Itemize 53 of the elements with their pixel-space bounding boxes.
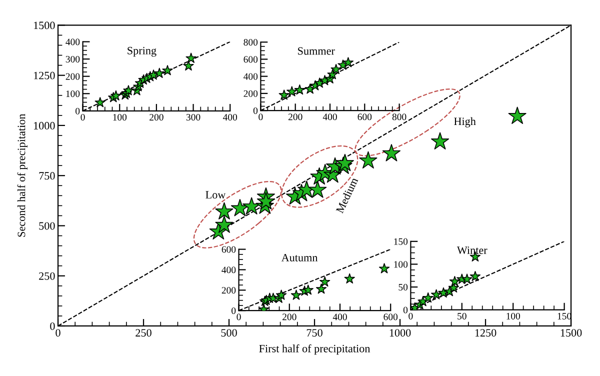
x-tick-label: 200: [282, 314, 296, 320]
x-tick-label: 0: [56, 329, 60, 337]
y-tick-label: 1500: [34, 22, 55, 30]
x-tick-label: 100: [113, 114, 127, 121]
y-tick-label: 600: [222, 246, 236, 253]
y-tick-label: 400: [222, 266, 236, 274]
y-tick-label: 400: [244, 73, 258, 80]
y-tick-label: 100: [66, 90, 80, 98]
chart-title: Spring: [128, 46, 156, 57]
y-tick-label: 800: [244, 39, 258, 46]
x-tick-label: 50: [458, 312, 466, 320]
x-tick-label: 1500: [560, 329, 582, 337]
x-tick-label: 600: [384, 314, 398, 320]
x-tick-label: 200: [150, 114, 164, 121]
x-tick-label: 200: [288, 114, 302, 120]
y-tick-label: 500: [39, 222, 55, 230]
y-tick-label: 0: [253, 107, 258, 114]
y-tick-label: 150: [394, 238, 408, 245]
y-tick-label: 200: [244, 90, 258, 97]
y-tick-label: 50: [398, 284, 408, 290]
y-tick-label: 200: [66, 73, 80, 80]
x-tick-label: 100: [506, 312, 520, 320]
x-tick-label: 400: [332, 314, 347, 320]
y-tick-label: 400: [66, 38, 80, 46]
chart-title: Autumn: [281, 254, 318, 262]
x-tick-label: 1250: [475, 329, 496, 337]
y-tick-label: 1000: [34, 122, 55, 130]
y-tick-label: 300: [66, 56, 80, 62]
x-tick-label: 400: [322, 114, 337, 120]
y-tick-label: 250: [39, 272, 55, 280]
chart-title: Summer: [298, 47, 335, 55]
y-tick-label: 600: [244, 56, 258, 63]
y-tick-label: 100: [394, 261, 408, 268]
y-tick-label: 0: [232, 307, 236, 314]
y-tick-label: 200: [222, 287, 236, 294]
x-axis-title: First half of precipitation: [259, 344, 370, 355]
x-tick-label: 0: [236, 314, 241, 320]
y-tick-label: 750: [39, 172, 55, 180]
x-tick-label: 300: [186, 114, 200, 121]
y-tick-label: 1250: [34, 72, 55, 80]
x-tick-label: 750: [306, 329, 322, 337]
x-tick-label: 0: [80, 114, 85, 121]
y-tick-label: 0: [76, 108, 80, 114]
x-tick-label: 0: [258, 114, 263, 120]
annotation: Low: [206, 191, 226, 199]
x-tick-label: 250: [136, 329, 152, 337]
chart-title: Winter: [456, 246, 488, 254]
x-tick-label: 0: [408, 312, 413, 320]
annotation: High: [454, 117, 476, 128]
y-axis-title: Second half of precipitation: [17, 114, 28, 237]
y-tick-label: 0: [403, 306, 408, 314]
y-tick-label: 0: [50, 322, 55, 330]
x-tick-label: 600: [358, 114, 372, 120]
